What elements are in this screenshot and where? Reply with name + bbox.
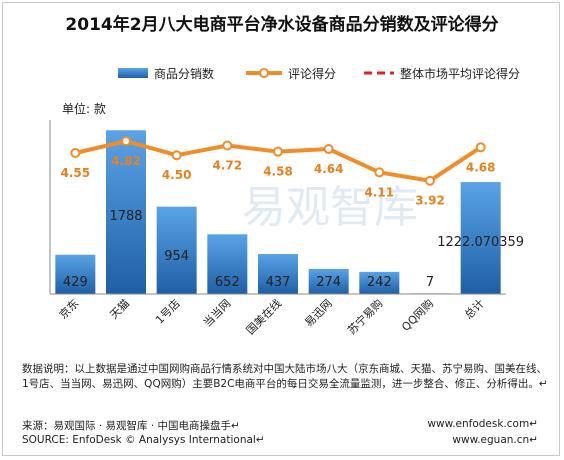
bar-label-4: 437: [266, 275, 291, 290]
x-tick-6: 苏宁易购: [344, 296, 385, 337]
source-line-1: 来源：易观国际 · 易观智库 · 中国电商操盘手↵: [22, 420, 240, 432]
x-tick-5: 易迅网: [302, 297, 335, 330]
legend-item-avg: 整体市场平均评论得分: [364, 64, 520, 82]
source-line-2: SOURCE: EnfoDesk © Analysys Internationa…: [22, 434, 265, 446]
score-markers: [70, 136, 486, 186]
score-marker-1: [121, 136, 131, 147]
score-label-6: 4.11: [365, 185, 395, 199]
bar-label-5: 274: [316, 275, 341, 290]
legend-swatch-dash: [364, 71, 394, 75]
score-marker-4: [273, 146, 283, 157]
unit-label: 单位: 款: [62, 102, 106, 116]
bar-1: [106, 130, 146, 294]
score-marker-0: [70, 148, 81, 158]
bar-3: [207, 234, 248, 294]
score-marker-5: [323, 144, 334, 155]
bar-series: [55, 130, 501, 294]
bar-2: [156, 206, 197, 294]
x-tick-0: 京东: [56, 296, 81, 321]
bar-label-7: 7: [426, 275, 434, 290]
bar-label-1: 1788: [109, 209, 142, 224]
x-tick-2: 1号店: [152, 296, 182, 326]
x-tick-3: 当当网: [200, 296, 233, 329]
source-url-1: www.enfodesk.com↵: [427, 418, 538, 430]
bar-6: [359, 271, 400, 294]
legend-swatch-bar: [118, 68, 148, 78]
bar-label-2: 954: [164, 249, 189, 264]
score-label-5: 4.64: [314, 162, 344, 176]
legend-swatch-line: [246, 68, 282, 78]
bar-labels: 429 1788 954 652 437 274 242 7 1222.070359: [63, 209, 524, 290]
legend-label-avg: 整体市场平均评论得分: [400, 66, 521, 81]
legend-item-score: 评论得分: [246, 64, 336, 82]
score-marker-6: [374, 167, 385, 178]
bar-label-3: 652: [215, 275, 240, 290]
x-tick-1: 天猫: [107, 297, 132, 322]
score-marker-2: [171, 150, 182, 161]
bar-4: [258, 253, 298, 294]
score-label-7: 3.92: [415, 194, 445, 208]
bar-label-6: 242: [367, 275, 392, 290]
data-note: 数据说明：以上数据是通过中国网购商品行情系统对中国大陆市场八大（京东商城、天猫、…: [22, 363, 548, 390]
score-label-3: 4.72: [213, 159, 243, 173]
chart-title: 2014年2月八大电商平台净水设备商品分销数及评论得分: [65, 15, 499, 35]
score-marker-8: [475, 142, 486, 153]
score-marker-3: [222, 140, 233, 151]
score-label-1: 4.82: [111, 154, 141, 168]
bar-8: [460, 182, 501, 294]
x-tick-8: 总计: [461, 296, 486, 321]
score-label-2: 4.50: [162, 168, 192, 182]
source-url-2: www.eguan.cn↵: [452, 434, 538, 446]
score-label-8: 4.68: [466, 160, 496, 174]
score-label-4: 4.58: [263, 165, 293, 179]
score-marker-7: [425, 175, 435, 186]
x-tick-7: QQ网购: [398, 296, 436, 334]
watermark: 易观智库: [242, 182, 418, 233]
x-tick-labels: 京东 天猫 1号店 当当网 国美在线 易迅网 苏宁易购 QQ网购 总计: [56, 296, 487, 337]
score-labels: 4.55 4.82 4.50 4.72 4.58 4.64 4.11 3.92 4.68: [61, 154, 496, 208]
bar-label-8: 1222.070359: [437, 235, 524, 250]
score-label-0: 4.55: [61, 166, 91, 180]
bar-0: [55, 254, 96, 294]
legend-item-sales: 商品分销数: [118, 64, 214, 82]
legend-label-score: 评论得分: [288, 66, 337, 81]
legend-label-sales: 商品分销数: [154, 66, 215, 81]
x-tick-4: 国美在线: [243, 296, 284, 337]
bar-5: [308, 268, 349, 294]
bar-label-0: 429: [63, 275, 88, 290]
